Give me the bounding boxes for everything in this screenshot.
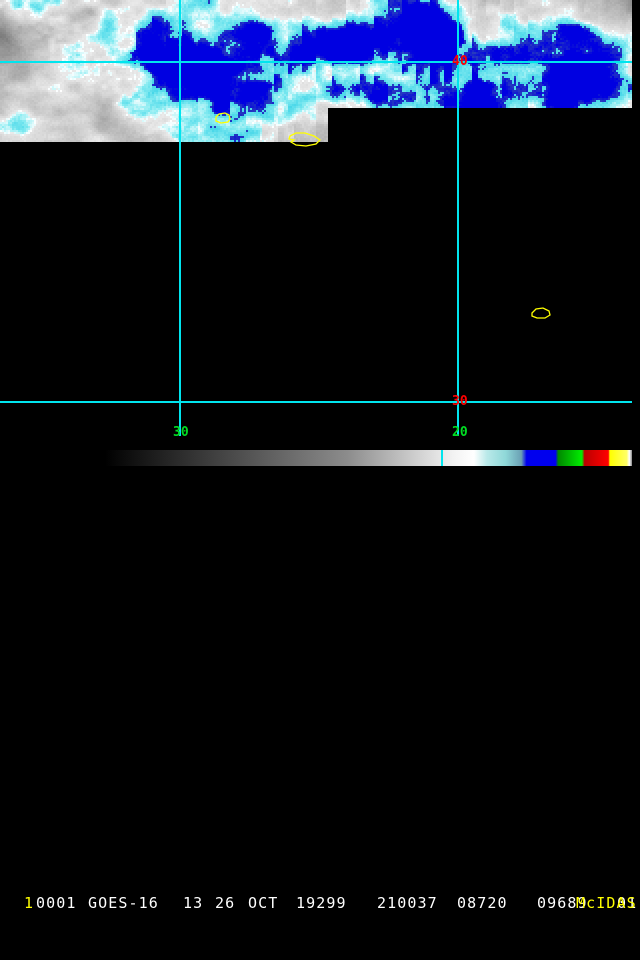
longitude-label-20: 20 [452,425,468,436]
latitude-label-30: 30 [452,394,468,409]
month-name: OCT [248,894,279,912]
software-name: McIDAS [576,894,637,912]
grid-line-lat-30 [0,401,632,403]
time-utc: 210037 [377,894,438,912]
grid-line-lon-30 [179,0,181,436]
grid-line-lon-20 [457,0,459,436]
colorbar-region: 1 0001 GOES-16 13 26 OCT 19299 210037 08… [0,436,640,912]
enhancement-colorbar-canvas[interactable] [105,450,632,466]
satellite-image-canvas[interactable] [0,0,632,436]
image-id: 0001 [36,894,77,912]
frame-number: 1 [24,894,35,912]
colorbar-value-marker [441,450,443,466]
band-number: 13 [183,894,204,912]
line-coordinate: 08720 [457,894,508,912]
latitude-label-40: 40 [452,54,468,69]
satellite-image-panel[interactable]: 40 30 30 20 [0,0,632,436]
status-bar: 1 0001 GOES-16 13 26 OCT 19299 210037 08… [0,894,640,916]
grid-line-lat-40 [0,61,632,63]
longitude-label-30: 30 [173,425,189,436]
satellite-name: GOES-16 [88,894,159,912]
julian-date: 19299 [296,894,347,912]
right-border-strip [632,0,640,436]
day-of-month: 26 [215,894,236,912]
mcidas-satellite-viewer: 40 30 30 20 1 0001 GOES-16 13 26 OCT 192… [0,0,640,912]
enhancement-colorbar[interactable] [105,450,632,466]
